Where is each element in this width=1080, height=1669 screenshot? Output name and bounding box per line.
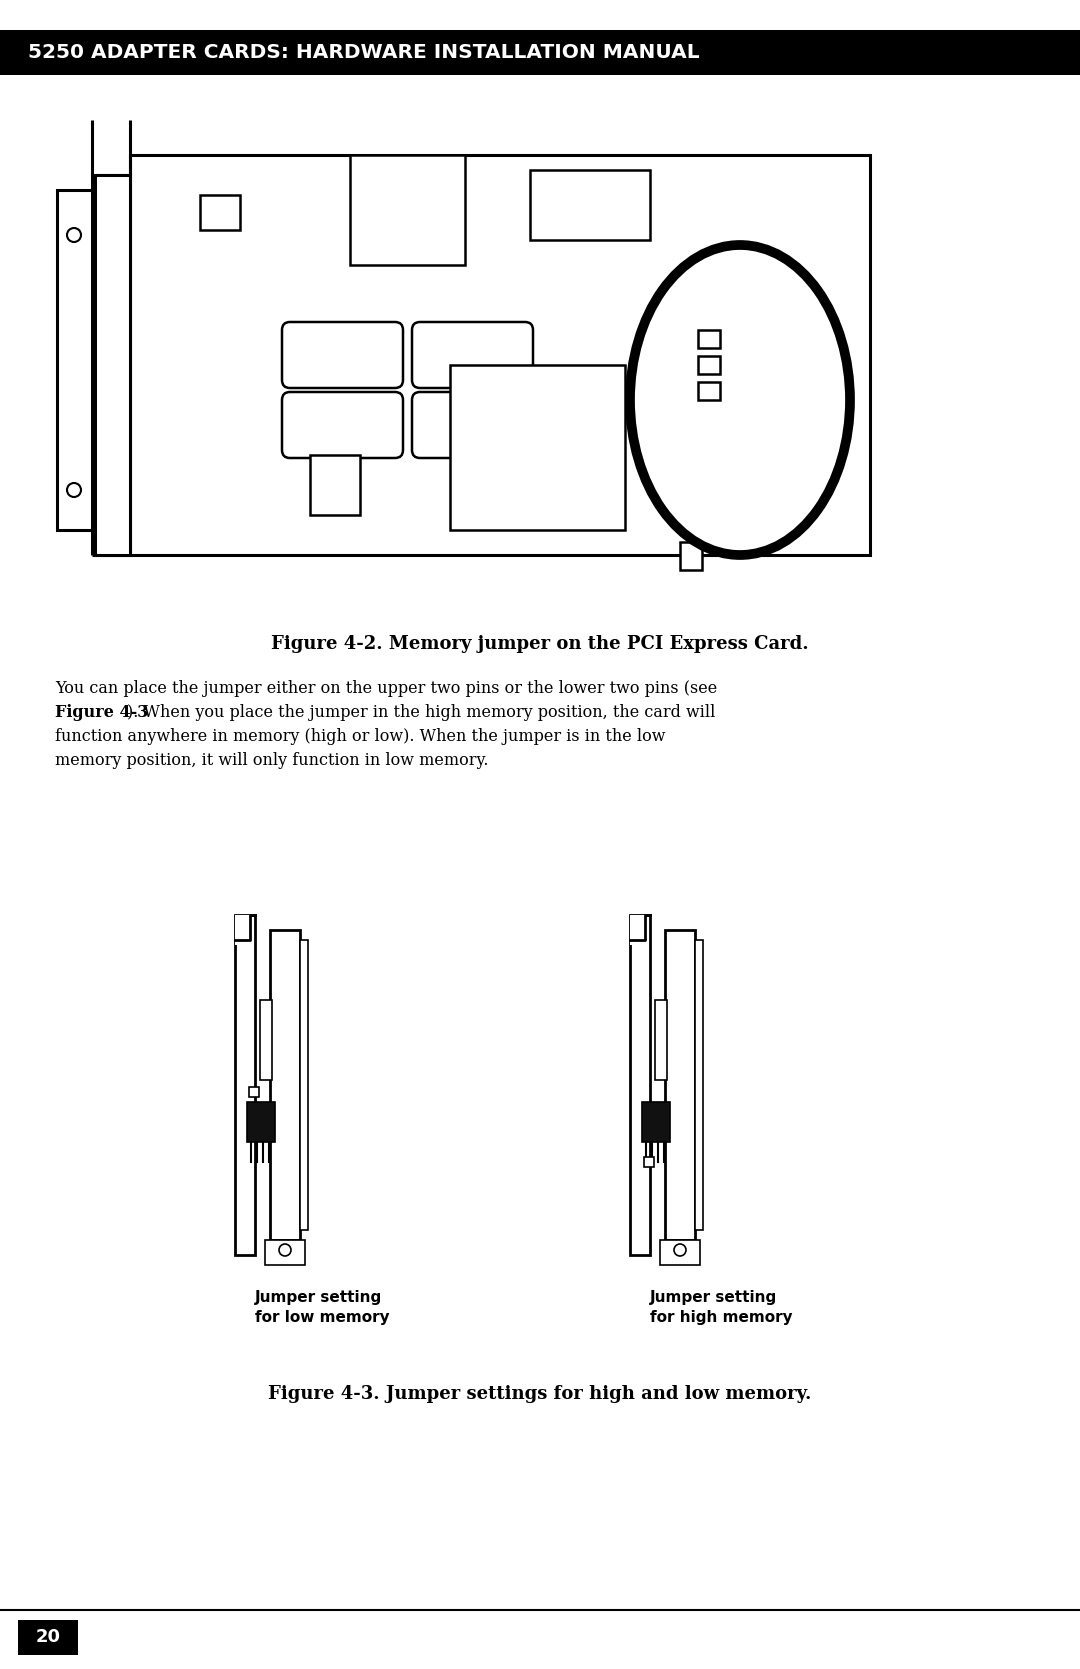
FancyBboxPatch shape <box>282 392 403 457</box>
Bar <box>57 190 92 531</box>
FancyBboxPatch shape <box>411 392 534 457</box>
Bar <box>680 542 702 571</box>
Bar <box>300 940 308 1230</box>
Text: for low memory: for low memory <box>255 1310 390 1325</box>
Text: ). When you place the jumper in the high memory position, the card will: ). When you place the jumper in the high… <box>127 704 715 721</box>
Bar <box>249 1087 259 1097</box>
Bar <box>530 170 650 240</box>
Text: for high memory: for high memory <box>650 1310 793 1325</box>
Bar <box>450 366 625 531</box>
Bar <box>265 1240 305 1265</box>
Bar <box>698 382 720 401</box>
Bar <box>260 1000 272 1080</box>
Text: Figure 4-2. Memory jumper on the PCI Express Card.: Figure 4-2. Memory jumper on the PCI Exp… <box>271 634 809 653</box>
Text: Jumper setting: Jumper setting <box>255 1290 382 1305</box>
Text: Figure 4-3: Figure 4-3 <box>55 704 148 721</box>
Bar <box>350 155 465 265</box>
Bar <box>95 175 130 556</box>
Text: 20: 20 <box>36 1627 60 1646</box>
Text: Jumper setting: Jumper setting <box>650 1290 778 1305</box>
FancyBboxPatch shape <box>411 322 534 387</box>
Bar <box>247 1102 275 1142</box>
Bar <box>630 915 650 1255</box>
Bar <box>644 1157 654 1167</box>
Text: memory position, it will only function in low memory.: memory position, it will only function i… <box>55 753 488 769</box>
Circle shape <box>67 229 81 242</box>
Bar <box>0 30 1080 75</box>
Bar <box>200 195 240 230</box>
Text: 5250 ADAPTER CARDS: HARDWARE INSTALLATION MANUAL: 5250 ADAPTER CARDS: HARDWARE INSTALLATIO… <box>28 43 700 62</box>
Bar <box>642 1102 670 1142</box>
Bar <box>698 330 720 349</box>
Circle shape <box>674 1243 686 1257</box>
Text: Figure 4-3. Jumper settings for high and low memory.: Figure 4-3. Jumper settings for high and… <box>268 1385 812 1404</box>
Bar <box>130 155 870 556</box>
Circle shape <box>67 482 81 497</box>
Bar <box>665 930 696 1240</box>
Bar <box>18 1621 78 1656</box>
Bar <box>310 456 360 516</box>
Bar <box>235 915 255 1255</box>
Bar <box>630 915 645 945</box>
FancyBboxPatch shape <box>282 322 403 387</box>
Bar <box>654 1000 667 1080</box>
Bar <box>235 915 249 945</box>
Bar <box>660 1240 700 1265</box>
Bar <box>698 355 720 374</box>
Circle shape <box>279 1243 291 1257</box>
Text: You can place the jumper either on the upper two pins or the lower two pins (see: You can place the jumper either on the u… <box>55 679 717 698</box>
Bar <box>270 930 300 1240</box>
Bar <box>696 940 703 1230</box>
Text: function anywhere in memory (high or low). When the jumper is in the low: function anywhere in memory (high or low… <box>55 728 665 744</box>
